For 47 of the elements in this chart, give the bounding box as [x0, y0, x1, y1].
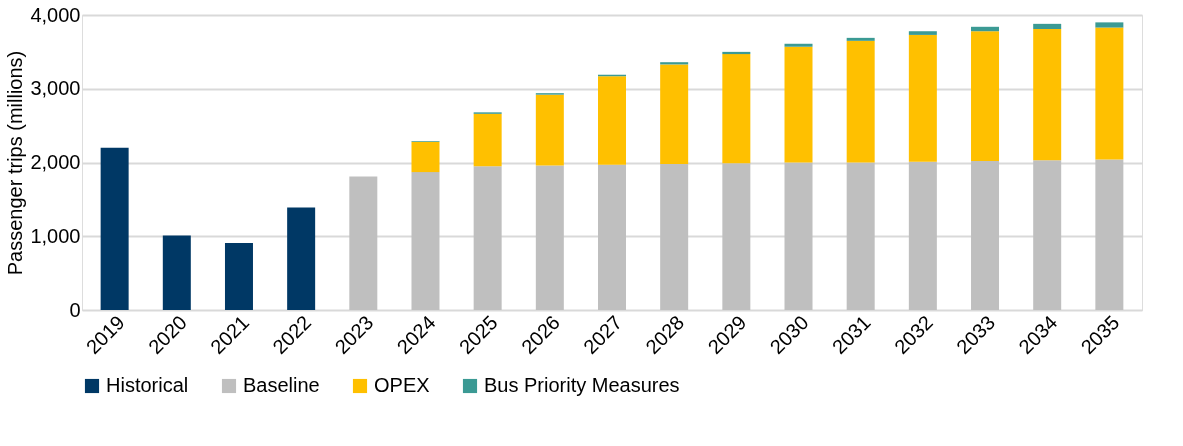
y-tick-label: 1,000 — [30, 224, 81, 247]
bar — [1095, 22, 1124, 28]
bar — [598, 164, 626, 310]
bar — [908, 34, 937, 162]
bar — [971, 31, 1000, 162]
bar — [660, 64, 689, 164]
legend-label: Baseline — [243, 374, 320, 396]
y-axis-title: Passenger trips (millions) — [4, 50, 27, 276]
bar — [162, 235, 191, 310]
bar — [784, 43, 813, 47]
bar — [1095, 159, 1124, 310]
bar — [908, 161, 937, 310]
bar — [784, 46, 813, 163]
bar — [1095, 27, 1124, 160]
bar — [411, 141, 440, 173]
bar — [473, 166, 502, 310]
bar — [784, 162, 813, 310]
bar — [846, 40, 875, 163]
bar — [1033, 160, 1062, 310]
bar — [100, 147, 129, 310]
bar — [971, 161, 1000, 310]
legend-label: Historical — [106, 374, 189, 396]
y-tick-label: 3,000 — [30, 77, 81, 100]
bar — [722, 54, 751, 164]
bar — [535, 94, 564, 166]
bar — [535, 165, 564, 310]
bar — [722, 51, 751, 55]
bar — [598, 76, 626, 165]
bar — [473, 113, 502, 167]
y-tick-label: 2,000 — [30, 151, 81, 173]
bar — [1033, 23, 1062, 30]
bar — [908, 31, 937, 35]
bar — [349, 176, 378, 310]
y-tick-label: 0 — [69, 298, 81, 321]
bar — [287, 207, 316, 310]
y-tick-label: 4,000 — [30, 3, 81, 26]
legend-label: Bus Priority Measures — [484, 374, 680, 396]
bar — [846, 162, 875, 310]
bar — [1033, 29, 1062, 161]
bar — [846, 37, 875, 41]
bar — [660, 163, 689, 310]
legend-label: OPEX — [374, 374, 430, 396]
bar — [660, 62, 689, 65]
bar — [722, 163, 751, 310]
bar — [224, 242, 253, 310]
bar — [971, 26, 1000, 32]
bar — [411, 172, 440, 310]
